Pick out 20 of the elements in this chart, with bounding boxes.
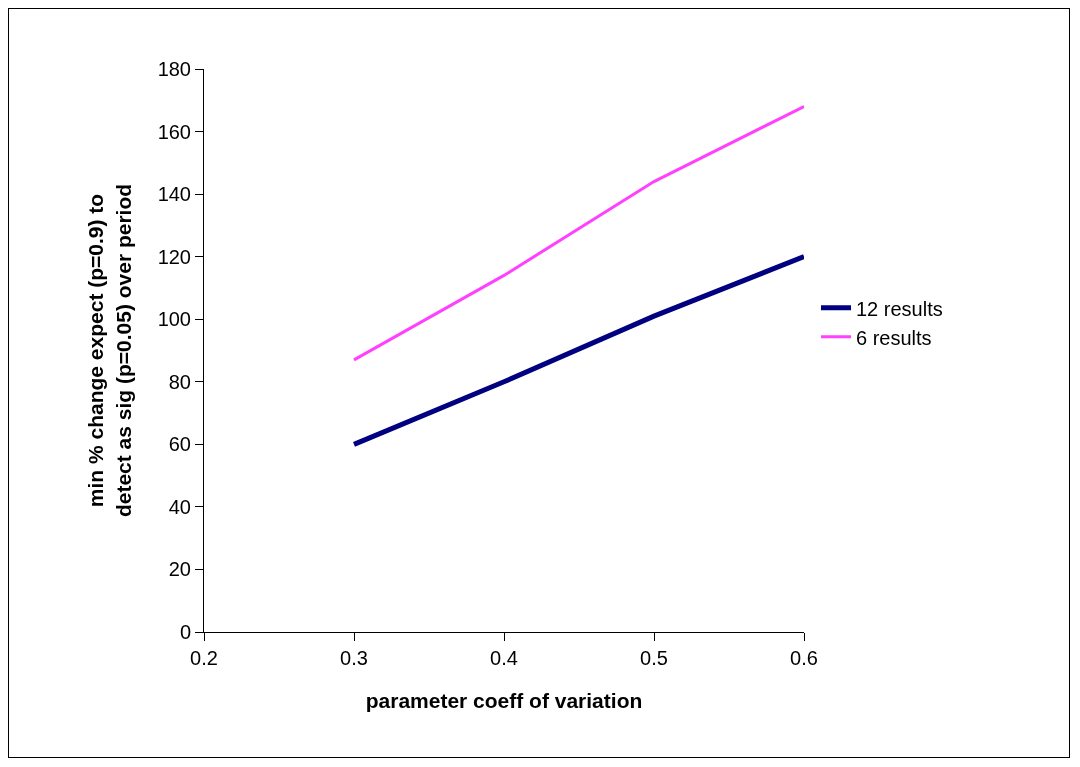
y-tick-label: 140 <box>157 183 191 206</box>
y-tick-label: 100 <box>157 308 191 331</box>
legend-label: 6 results <box>856 326 932 349</box>
y-tick-label: 160 <box>157 120 191 143</box>
y-tick-label: 40 <box>168 495 191 518</box>
y-tick-label: 80 <box>168 370 191 393</box>
legend-label: 12 results <box>856 297 943 320</box>
x-tick-label: 0.2 <box>190 647 218 669</box>
x-tick-label: 0.3 <box>340 647 368 669</box>
x-tick-label: 0.6 <box>790 647 818 669</box>
x-tick-label: 0.4 <box>490 647 518 669</box>
y-tick-label: 60 <box>168 433 191 456</box>
y-tick-label: 0 <box>179 621 191 643</box>
y-axis-title: min % change expect (p=0.9) to detect as sig (p=0.05) over period <box>84 183 135 518</box>
y-tick-label: 180 <box>157 58 191 80</box>
y-tick-label: 20 <box>168 558 191 581</box>
x-tick-label: 0.5 <box>640 647 668 669</box>
y-tick-label: 120 <box>157 245 191 268</box>
line-series <box>352 105 804 362</box>
x-axis-title: parameter coeff of variation <box>365 689 643 713</box>
